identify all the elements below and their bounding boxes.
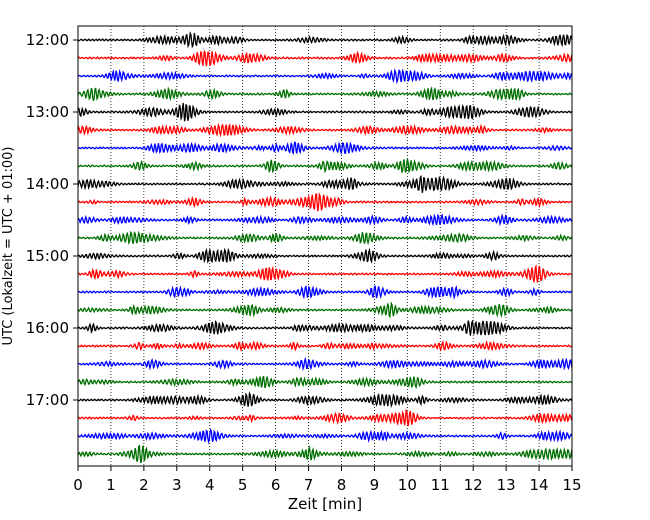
seismogram-trace (77, 284, 573, 300)
y-tick-label: 17:00 (26, 391, 69, 409)
x-axis-ticks: 0 1 2 3 4 5 6 7 8 9 10 11 12 13 14 15 (73, 466, 582, 494)
y-tick-label: 16:00 (26, 319, 69, 337)
y-tick-label: 14:00 (26, 175, 69, 193)
seismogram-trace (77, 444, 573, 464)
x-tick-label: 8 (337, 476, 347, 494)
seismogram-trace (77, 86, 573, 102)
plot-area (78, 26, 572, 466)
seismogram-trace (77, 427, 573, 445)
y-axis-ticks: 12:00 13:00 14:00 15:00 16:00 17:00 (26, 31, 78, 409)
seismogram-trace (77, 122, 573, 138)
seismogram-trace (77, 102, 573, 122)
x-tick-label: 1 (106, 476, 116, 494)
seismogram-trace (77, 31, 573, 49)
y-tick-label: 13:00 (26, 103, 69, 121)
seismogram-trace (77, 408, 573, 427)
seismogram-trace (77, 141, 573, 156)
x-tick-label: 11 (431, 476, 450, 494)
seismogram-trace (77, 391, 573, 409)
seismogram-trace (77, 375, 573, 390)
x-tick-label: 5 (238, 476, 248, 494)
x-tick-label: 13 (497, 476, 516, 494)
x-tick-label: 10 (398, 476, 417, 494)
x-axis-label: Zeit [min] (288, 495, 362, 513)
seismogram-traces (77, 31, 573, 464)
y-tick-label: 12:00 (26, 31, 69, 49)
seismogram-trace (77, 339, 573, 353)
seismogram-trace (77, 301, 573, 319)
x-tick-label: 9 (370, 476, 380, 494)
x-tick-label: 4 (205, 476, 215, 494)
seismogram-trace (77, 356, 573, 372)
seismogram-trace (77, 319, 573, 336)
x-tick-label: 7 (304, 476, 314, 494)
seismogram-trace (77, 174, 573, 193)
grid-lines (110, 26, 540, 466)
x-tick-label: 14 (530, 476, 549, 494)
seismogram-trace (77, 264, 573, 283)
plot-frame (77, 25, 573, 467)
seismogram-trace (77, 247, 573, 264)
x-tick-label: 12 (464, 476, 483, 494)
seismogram-trace (77, 213, 573, 227)
x-tick-label: 15 (562, 476, 581, 494)
seismogram-trace (77, 158, 573, 174)
seismogram-trace (77, 49, 573, 67)
seismogram-trace (77, 192, 573, 212)
seismogram-trace (77, 230, 573, 246)
x-tick-label: 0 (73, 476, 83, 494)
x-tick-label: 3 (172, 476, 182, 494)
seismogram-trace (77, 68, 573, 85)
y-axis-label: UTC (Lokalzeit = UTC + 01:00) (1, 147, 16, 346)
x-tick-label: 2 (139, 476, 149, 494)
y-tick-label: 15:00 (26, 247, 69, 265)
x-tick-label: 6 (271, 476, 281, 494)
